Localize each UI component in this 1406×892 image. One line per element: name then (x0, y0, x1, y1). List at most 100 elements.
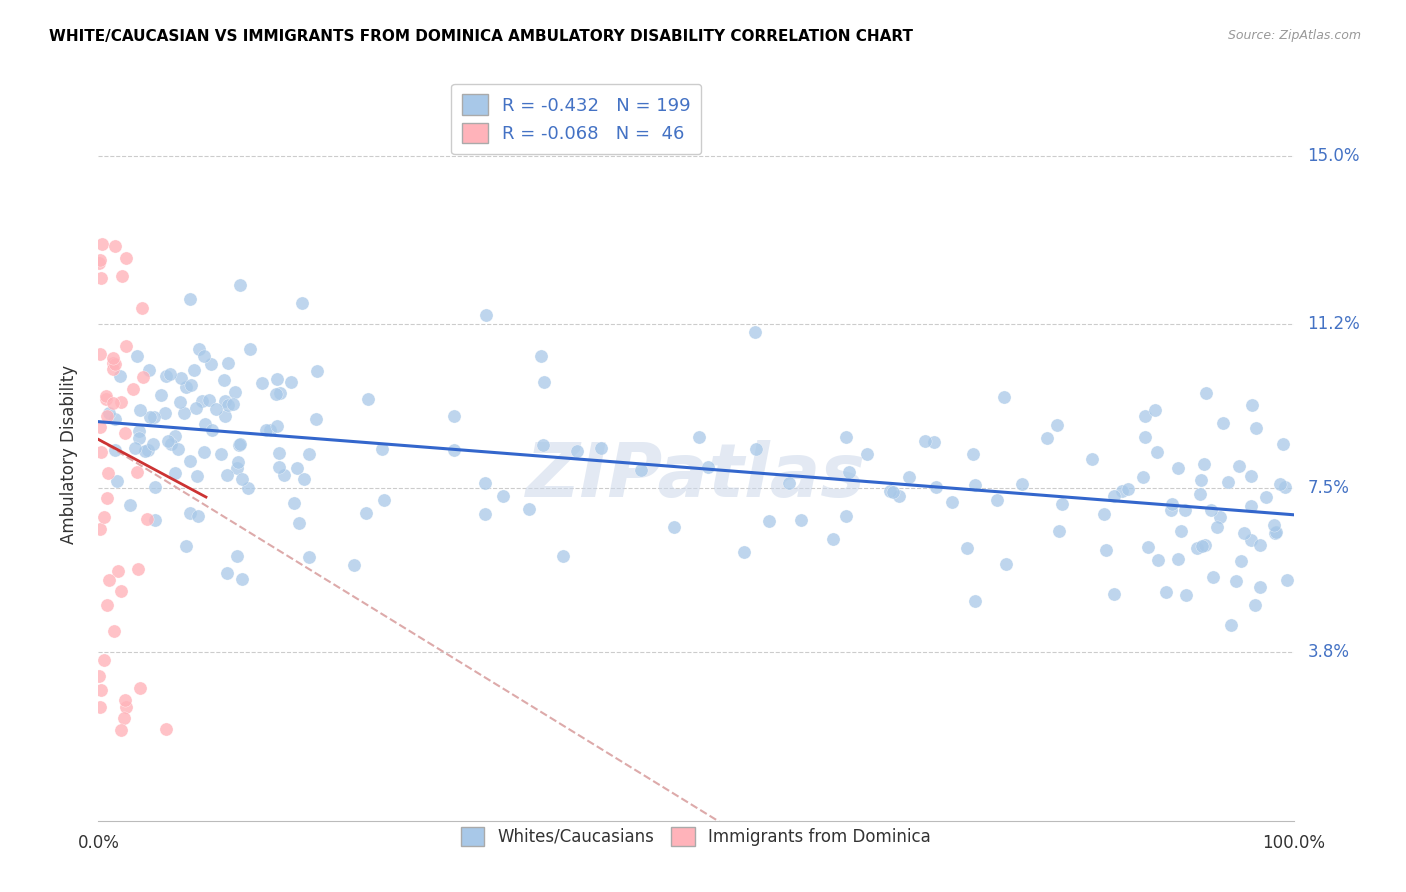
Point (132, 370, 155, 384)
Point (1174, 503, 1197, 517)
Point (962, 447, 984, 461)
Point (1170, 524, 1192, 538)
Point (104, 239, 127, 253)
Point (169, 395, 191, 409)
Point (1225, 574, 1247, 588)
Point (90, 271, 112, 285)
Point (1209, 510, 1232, 524)
Point (821, 532, 844, 546)
Point (343, 558, 366, 573)
Point (373, 493, 395, 508)
Point (174, 380, 197, 394)
Point (530, 349, 553, 363)
Point (231, 472, 253, 486)
Point (1133, 409, 1156, 423)
Point (101, 361, 124, 376)
Point (1187, 541, 1209, 556)
Point (745, 442, 768, 457)
Point (200, 357, 222, 371)
Point (124, 441, 146, 455)
Point (1244, 421, 1267, 435)
Point (994, 557, 1017, 571)
Point (370, 442, 392, 456)
Point (517, 502, 540, 516)
Point (231, 572, 253, 586)
Point (97, 466, 120, 480)
Point (89, 669, 111, 683)
Point (214, 409, 236, 424)
Point (269, 446, 291, 460)
Point (1272, 437, 1295, 451)
Point (838, 465, 860, 479)
Point (790, 513, 813, 527)
Point (194, 417, 217, 431)
Point (114, 425, 136, 440)
Point (1194, 538, 1216, 552)
Point (1092, 507, 1115, 521)
Point (758, 514, 780, 528)
Point (104, 443, 127, 458)
Point (250, 376, 273, 390)
Point (127, 562, 149, 576)
Point (924, 435, 946, 450)
Point (226, 549, 249, 563)
Point (305, 364, 328, 378)
Point (264, 387, 287, 401)
Text: 7.5%: 7.5% (1308, 479, 1350, 497)
Point (1249, 580, 1271, 594)
Point (179, 293, 201, 307)
Point (1264, 525, 1286, 540)
Point (205, 402, 228, 417)
Point (142, 437, 165, 451)
Point (103, 624, 125, 639)
Text: 3.8%: 3.8% (1308, 643, 1350, 661)
Point (136, 512, 159, 526)
Point (115, 251, 138, 265)
Point (285, 461, 308, 475)
Point (191, 393, 214, 408)
Point (1167, 552, 1189, 566)
Point (93, 652, 115, 666)
Point (228, 277, 250, 292)
Point (167, 442, 190, 457)
Point (1191, 540, 1213, 554)
Point (134, 444, 156, 458)
Point (533, 376, 555, 390)
Point (1240, 499, 1263, 513)
Point (1202, 570, 1225, 584)
Point (103, 396, 125, 410)
Point (1189, 487, 1212, 501)
Point (914, 434, 936, 448)
Point (212, 373, 235, 387)
Point (174, 539, 197, 553)
Point (89, 522, 111, 536)
Point (266, 371, 288, 385)
Point (941, 495, 963, 509)
Point (163, 428, 186, 442)
Point (1265, 524, 1288, 539)
Point (356, 506, 378, 520)
Point (155, 368, 177, 383)
Point (744, 325, 766, 339)
Point (1244, 598, 1267, 612)
Point (104, 357, 127, 371)
Point (1192, 458, 1215, 472)
Point (443, 442, 465, 457)
Point (238, 481, 260, 495)
Point (1254, 490, 1277, 504)
Point (474, 308, 496, 322)
Point (1154, 584, 1177, 599)
Point (1147, 553, 1170, 567)
Point (898, 469, 921, 483)
Point (128, 681, 150, 695)
Point (778, 475, 800, 490)
Point (217, 355, 239, 369)
Point (93, 509, 115, 524)
Point (1132, 470, 1154, 484)
Point (96, 491, 118, 506)
Point (1227, 459, 1250, 474)
Point (259, 423, 281, 437)
Point (1212, 416, 1234, 430)
Point (201, 423, 224, 437)
Text: 11.2%: 11.2% (1308, 315, 1360, 333)
